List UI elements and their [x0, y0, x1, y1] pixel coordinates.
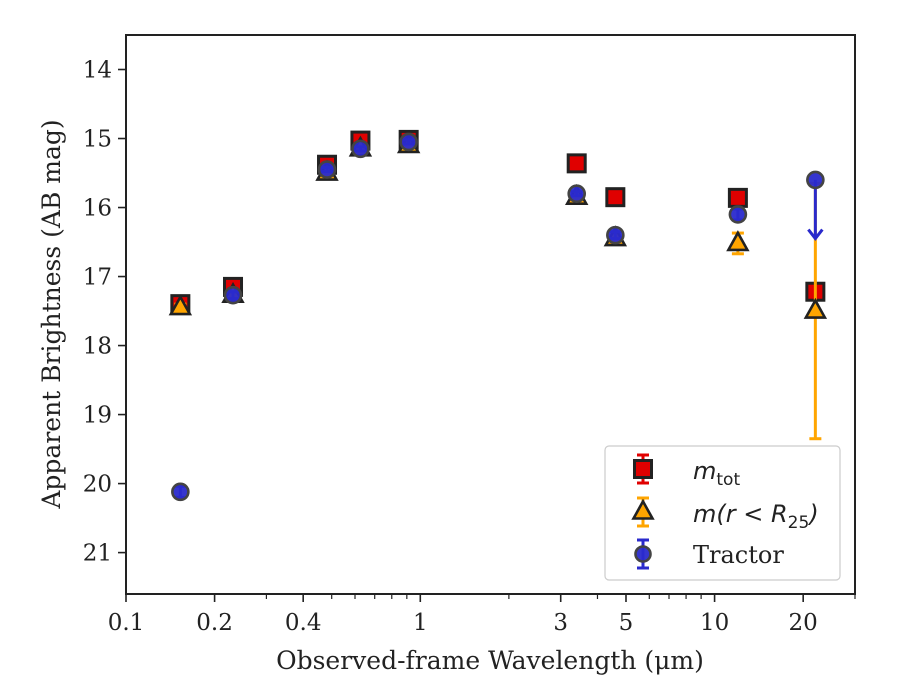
point-tractor — [223, 285, 243, 305]
point-tractor — [806, 170, 825, 190]
legend-mr25-close: ) — [807, 500, 818, 528]
point-tractor — [728, 205, 748, 224]
point-tractor — [171, 482, 190, 502]
point-tractor — [351, 139, 370, 159]
point-tractor — [606, 225, 625, 245]
legend-marker-mtot — [633, 459, 653, 479]
y-tick-label: 17 — [83, 265, 112, 291]
x-tick-label: 0.4 — [285, 610, 322, 636]
legend-box — [604, 445, 841, 581]
legend-mr25-main: m — [693, 500, 716, 528]
y-tick-label: 16 — [83, 196, 112, 222]
plot-marks — [168, 129, 828, 502]
legend-label-mr25: m(r < R25) — [693, 500, 819, 533]
y-tick-label: 18 — [83, 334, 112, 360]
legend-marker-tractor — [634, 545, 652, 563]
plot-frame — [125, 34, 856, 595]
point-mr25 — [168, 294, 193, 316]
x-tick-label: 20 — [789, 610, 818, 636]
x-tick-label: 10 — [700, 610, 729, 636]
x-axis: 0.1 0.2 0.4 1 3 5 10 20 — [108, 594, 856, 636]
upper-limit-arrow — [807, 228, 824, 242]
legend-symbols — [631, 453, 655, 570]
x-tick-label: 3 — [553, 610, 568, 636]
y-tick-label: 15 — [83, 127, 112, 153]
y-tick-label: 14 — [83, 58, 112, 84]
x-tick-label: 0.1 — [108, 610, 145, 636]
legend-mtot-main: m — [693, 457, 716, 485]
point-tractor — [317, 160, 337, 179]
legend-label-tractor: Tractor — [693, 541, 784, 569]
x-tick-label: 1 — [413, 610, 428, 636]
legend-label-mtot: mtot — [693, 457, 740, 490]
point-mtot — [566, 153, 587, 174]
y-axis: 14 15 16 17 18 19 20 21 — [83, 58, 126, 567]
legend-mtot-sub: tot — [716, 470, 740, 490]
legend-mr25-sub: 25 — [788, 513, 810, 533]
point-mtot — [727, 187, 748, 208]
point-mr25 — [803, 297, 828, 319]
y-tick-label: 21 — [83, 541, 112, 567]
legend-mr25-paren: (r < R — [716, 500, 787, 528]
point-mtot — [605, 187, 626, 208]
point-tractor — [399, 132, 418, 152]
point-tractor — [567, 184, 587, 204]
y-tick-label: 20 — [83, 472, 112, 498]
x-tick-label: 5 — [619, 610, 634, 636]
x-axis-title: Observed-frame Wavelength (μm) — [276, 646, 704, 675]
legend-marker-mr25 — [631, 498, 655, 520]
y-tick-label: 19 — [83, 403, 112, 429]
x-tick-label: 0.2 — [196, 610, 233, 636]
y-axis-title: Apparent Brightness (AB mag) — [37, 119, 66, 509]
point-mr25 — [726, 230, 750, 252]
legend: mtot m(r < R25) Tractor — [604, 445, 841, 581]
